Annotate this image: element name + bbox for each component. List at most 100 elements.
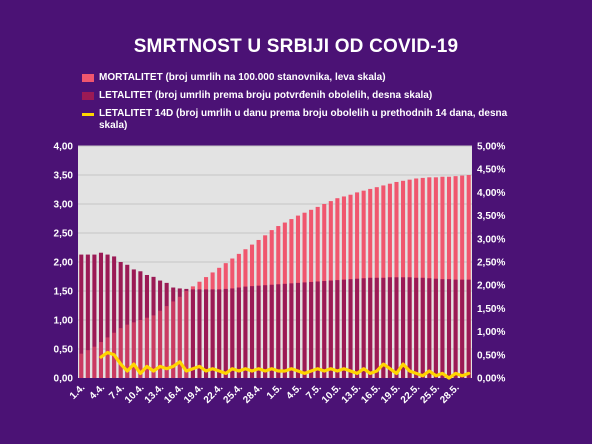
legend: MORTALITET (broj umrlih na 100.000 stano… <box>82 72 512 138</box>
bar-mortalitet <box>184 291 189 378</box>
chart-title: SMRTNOST U SRBIJI OD COVID-19 <box>133 36 459 57</box>
bar-mortalitet <box>460 175 465 378</box>
right-tick-label: 4,50% <box>477 165 505 176</box>
bar-mortalitet <box>125 324 130 378</box>
x-tick-label: 28.5. <box>438 382 462 406</box>
bar-letalitet <box>276 284 281 378</box>
bar-letalitet <box>341 279 346 378</box>
bar-mortalitet <box>98 342 104 378</box>
bar-letalitet <box>446 279 452 378</box>
bar-letalitet <box>236 287 241 378</box>
bar-letalitet <box>355 278 360 378</box>
legend-swatch-letalitet <box>82 92 94 100</box>
bar-mortalitet <box>453 176 458 378</box>
bar-letalitet <box>361 278 366 378</box>
bar-letalitet <box>98 252 104 378</box>
bar-letalitet <box>105 254 110 378</box>
bar-mortalitet <box>433 177 438 378</box>
bar-letalitet <box>112 256 117 378</box>
x-tick-label: 1.4. <box>68 382 88 402</box>
x-tick-label: 10.5. <box>320 382 344 406</box>
bar-letalitet <box>256 285 261 378</box>
bar-mortalitet <box>138 320 143 378</box>
bar-letalitet <box>92 254 97 378</box>
left-tick-label: 3,50 <box>54 171 74 182</box>
legend-swatch-letalitet-14d <box>82 113 94 116</box>
legend-label-mortalitet: MORTALITET (broj umrlih na 100.000 stano… <box>99 72 386 83</box>
bar-mortalitet <box>466 175 471 378</box>
x-tick-label: 1.5. <box>265 382 285 402</box>
x-tick-label: 25.5. <box>418 382 442 406</box>
line-letalitet-14d <box>99 350 471 380</box>
bar-letalitet <box>407 277 412 378</box>
bar-letalitet <box>335 280 340 378</box>
x-tick-label: 19.4. <box>182 382 206 406</box>
bar-letalitet <box>263 285 268 378</box>
x-tick-label: 16.4. <box>162 382 186 406</box>
bar-mortalitet <box>85 350 90 378</box>
bar-letalitet <box>374 277 379 378</box>
bar-mortalitet <box>446 176 452 378</box>
legend-label-letalitet-14d: LETALITET 14D (broj umrlih u danu prema … <box>99 108 508 131</box>
x-tick-label: 4.5. <box>285 382 305 402</box>
left-tick-label: 2,00 <box>54 258 74 269</box>
bar-letalitet <box>427 278 432 378</box>
bar-letalitet <box>453 279 458 378</box>
bar-letalitet <box>420 277 425 378</box>
bar-letalitet <box>328 280 333 378</box>
bar-mortalitet <box>118 328 123 378</box>
left-tick-label: 3,00 <box>54 200 74 211</box>
bar-mortalitet <box>427 177 432 378</box>
x-tick-label: 4.4. <box>88 382 108 402</box>
bar-mortalitet <box>164 306 169 378</box>
right-tick-label: 2,00% <box>477 281 505 292</box>
bar-letalitet <box>204 289 209 378</box>
bar-letalitet <box>440 279 445 378</box>
bar-mortalitet <box>92 346 97 378</box>
x-tick-label: 10.4. <box>123 382 147 406</box>
bar-letalitet <box>466 279 471 378</box>
bar-mortalitet <box>144 317 149 378</box>
bar-letalitet <box>315 281 320 378</box>
bar-mortalitet <box>79 353 84 378</box>
bar-letalitet <box>190 289 195 378</box>
bar-letalitet <box>197 289 202 378</box>
bar-letalitet <box>322 281 327 378</box>
x-tick-label: 22.4. <box>202 382 226 406</box>
bar-letalitet <box>368 277 373 378</box>
legend-item-mortalitet: MORTALITET (broj umrlih na 100.000 stano… <box>82 72 512 84</box>
bar-letalitet <box>282 283 287 378</box>
bar-letalitet <box>387 277 392 378</box>
x-tick-label: 28.4. <box>241 382 265 406</box>
right-tick-label: 2,50% <box>477 258 505 269</box>
legend-item-letalitet: LETALITET (broj umrlih prema broju potvr… <box>82 90 512 102</box>
left-tick-label: 2,50 <box>54 229 74 240</box>
x-tick-label: 22.5. <box>399 382 423 406</box>
right-tick-label: 3,50% <box>477 211 505 222</box>
bar-letalitet <box>249 286 255 378</box>
bar-letalitet <box>348 279 353 378</box>
bar-letalitet <box>460 279 465 378</box>
bar-letalitet <box>223 288 228 378</box>
bar-letalitet <box>295 282 301 378</box>
bar-mortalitet <box>151 315 156 378</box>
x-tick-label: 19.5. <box>379 382 403 406</box>
bar-letalitet <box>210 289 215 378</box>
bar-letalitet <box>414 277 419 378</box>
bar-letalitet <box>85 254 90 378</box>
right-tick-label: 1,50% <box>477 304 505 315</box>
left-tick-label: 4,00 <box>54 142 74 153</box>
left-tick-label: 1,00 <box>54 316 74 327</box>
right-tick-label: 0,00% <box>477 374 505 385</box>
right-tick-label: 3,00% <box>477 234 505 245</box>
bar-mortalitet <box>131 322 136 378</box>
bar-letalitet <box>79 254 84 378</box>
bar-letalitet <box>269 284 274 378</box>
right-tick-label: 5,00% <box>477 142 505 153</box>
bar-mortalitet <box>105 337 110 378</box>
x-tick-label: 16.5. <box>359 382 383 406</box>
bar-letalitet <box>309 281 314 378</box>
bar-letalitet <box>394 277 399 378</box>
